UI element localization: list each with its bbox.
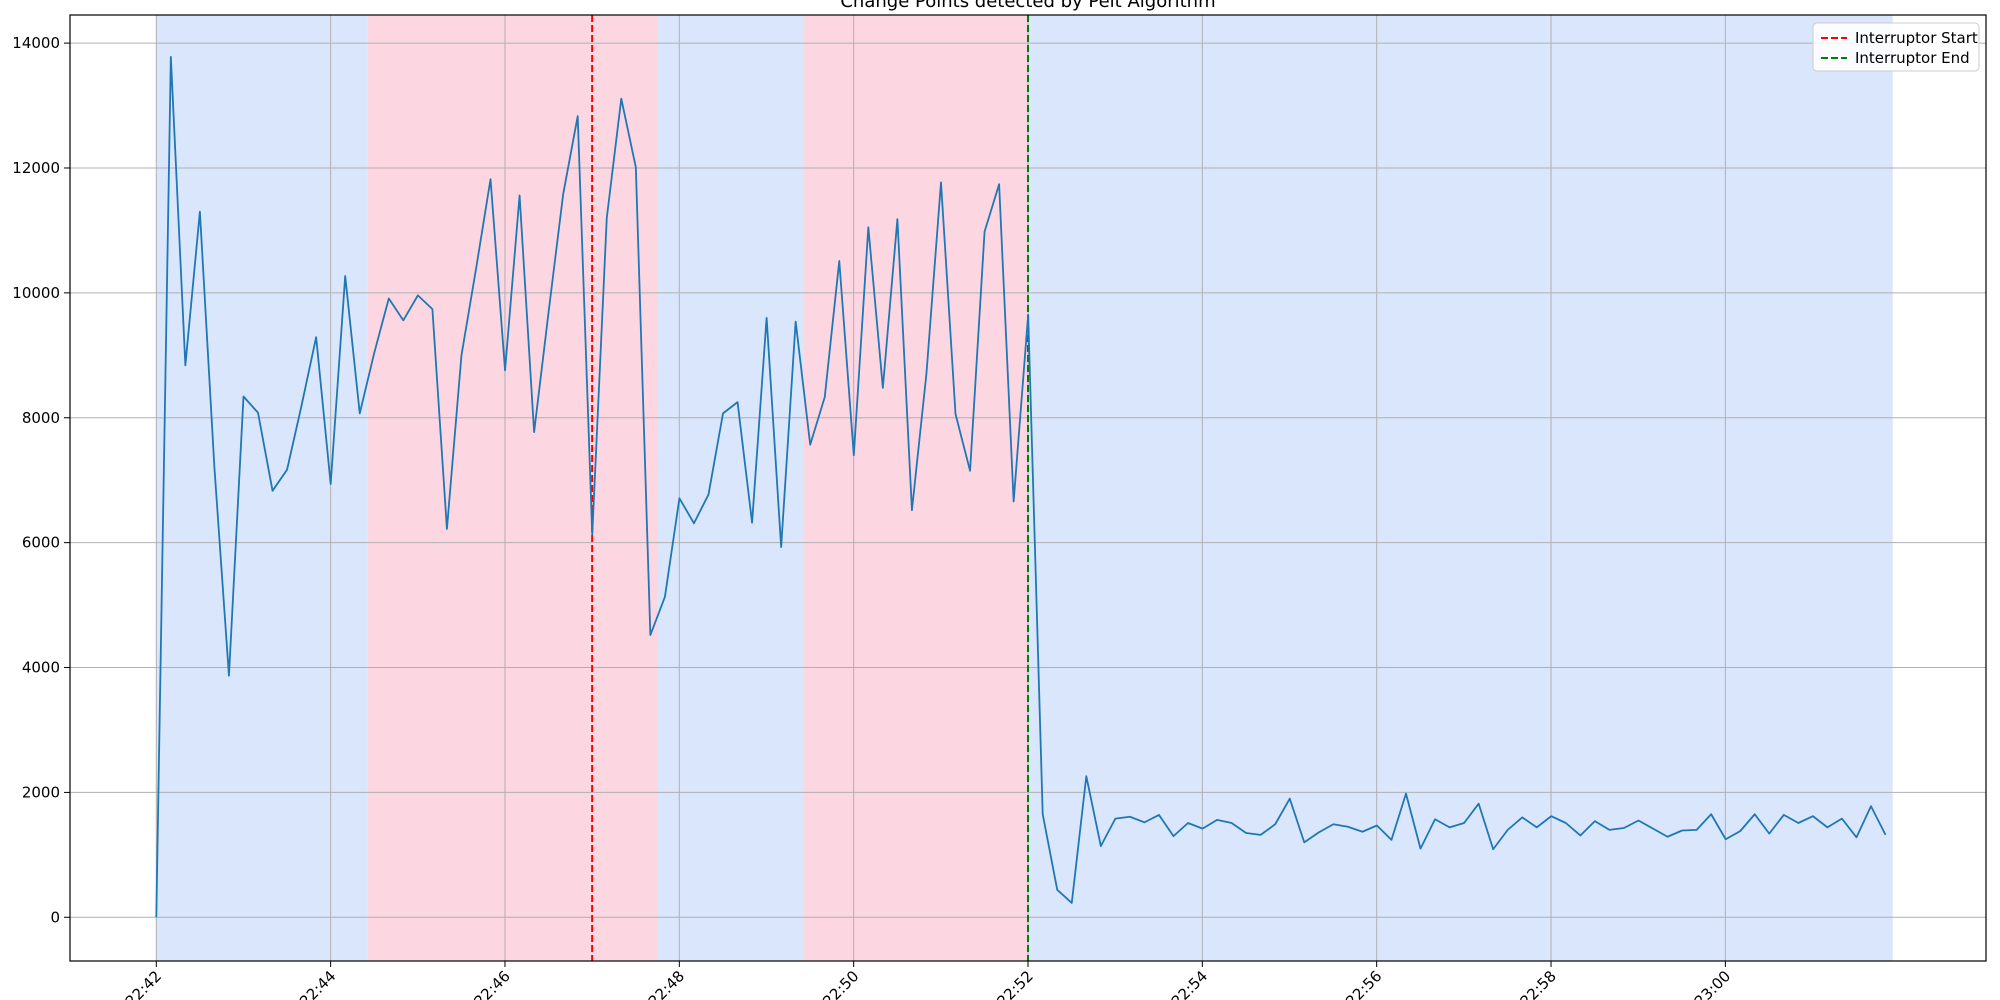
x-tick-label-4: 22:50 [819, 967, 862, 1000]
x-tick-label-9: 23:00 [1691, 967, 1734, 1000]
region-3 [803, 15, 1028, 961]
interruptor-lines [591, 15, 1029, 961]
legend-label-1: Interruptor End [1855, 49, 1970, 67]
legend-box [1812, 22, 1980, 72]
chart-title: Change Points detected by Pelt Algorithm [840, 0, 1215, 12]
region-0 [156, 15, 368, 961]
y-tick-label-4: 8000 [22, 409, 60, 427]
y-tick-label-5: 10000 [12, 284, 60, 302]
legend-label-0: Interruptor Start [1855, 29, 1978, 47]
x-axis: 22:42 22:44 22:46 22:48 22:50 22:52 22:54 22:56… [122, 961, 1734, 1000]
region-2 [657, 15, 804, 961]
y-tick-label-2: 4000 [22, 659, 60, 677]
region-4 [1028, 15, 1893, 961]
legend: Interruptor Start Interruptor End [1812, 22, 1980, 72]
series [155, 55, 1887, 918]
y-axis: 0 2000 4000 6000 8000 10000 12000 14000 [12, 34, 70, 926]
y-tick-label-6: 12000 [12, 159, 60, 177]
x-tick-label-3: 22:48 [645, 967, 688, 1000]
x-tick-label-1: 22:44 [296, 967, 339, 1000]
x-tick-label-2: 22:46 [471, 967, 514, 1000]
x-tick-label-7: 22:56 [1342, 967, 1385, 1000]
region-1 [367, 15, 658, 961]
x-tick-label-0: 22:42 [122, 967, 165, 1000]
change-point-regions [156, 15, 1893, 961]
y-tick-label-7: 14000 [12, 34, 60, 52]
x-tick-label-6: 22:54 [1168, 967, 1211, 1000]
x-tick-label-5: 22:52 [994, 967, 1037, 1000]
y-tick-label-3: 6000 [22, 534, 60, 552]
series-line-0 [155, 55, 1887, 918]
y-tick-label-0: 0 [50, 908, 60, 926]
x-tick-label-8: 22:58 [1517, 967, 1560, 1000]
y-tick-label-1: 2000 [22, 783, 60, 801]
